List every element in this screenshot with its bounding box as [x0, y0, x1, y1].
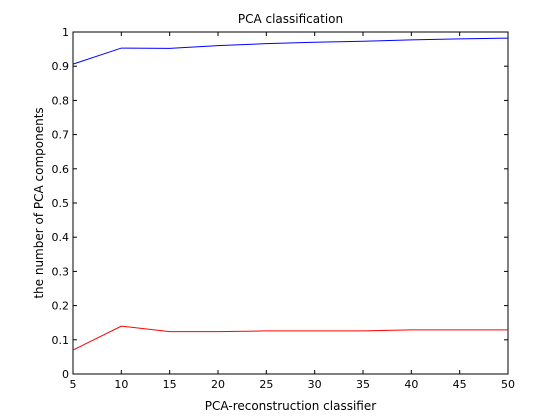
x-tick-label: 30 [308, 378, 322, 391]
x-tick-label: 40 [404, 378, 418, 391]
y-tick-label: 1 [62, 26, 69, 39]
x-tick-label: 10 [114, 378, 128, 391]
x-tick-label: 45 [453, 378, 467, 391]
y-tick-label: 0.5 [52, 197, 70, 210]
y-axis-ticks: 0 0.1 0.2 0.3 0.4 0.5 0.6 0.7 0.8 0.9 1 [52, 26, 508, 381]
y-tick-label: 0.3 [52, 265, 70, 278]
y-tick-label: 0.4 [52, 231, 70, 244]
x-tick-label: 35 [356, 378, 370, 391]
y-axis-label: the number of PCA components [32, 107, 46, 298]
x-tick-label: 25 [259, 378, 273, 391]
x-tick-label: 20 [211, 378, 225, 391]
y-tick-label: 0.9 [52, 60, 70, 73]
y-tick-label: 0.8 [52, 94, 70, 107]
y-tick-label: 0.1 [52, 334, 70, 347]
series-layer [72, 37, 509, 351]
x-axis-ticks: 5 10 15 20 25 30 35 40 45 50 [70, 32, 515, 391]
plot-frame [72, 31, 509, 375]
x-axis-label: PCA-reconstruction classifier [205, 399, 376, 413]
upper-series-line [72, 37, 509, 65]
y-tick-label: 0.2 [52, 300, 70, 313]
x-tick-label: 15 [163, 378, 177, 391]
x-tick-label: 50 [501, 378, 515, 391]
x-tick-label: 5 [70, 378, 77, 391]
chart-title: PCA classification [238, 12, 343, 26]
y-tick-label: 0.6 [52, 163, 70, 176]
lower-series-line [72, 325, 508, 351]
y-tick-label: 0.7 [52, 129, 70, 142]
y-tick-label: 0 [62, 368, 69, 381]
